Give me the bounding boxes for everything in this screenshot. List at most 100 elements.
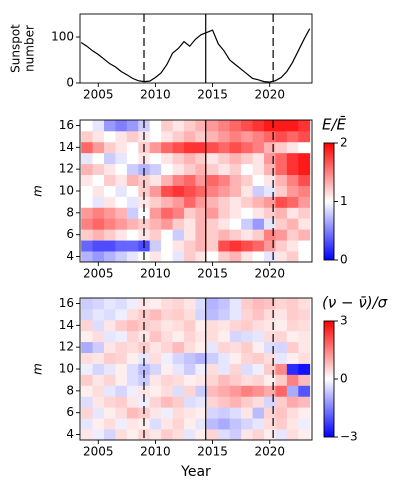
heatmap-cell [161, 308, 173, 321]
heatmap-cell [275, 185, 288, 197]
heatmap-cell [241, 396, 253, 408]
heatmap-cell [115, 363, 128, 375]
heatmap-cell [172, 141, 185, 154]
heatmap-cell [298, 319, 311, 332]
heatmap-cell [218, 298, 231, 310]
heatmap-cell [241, 374, 253, 386]
heatmap-cell [252, 218, 265, 230]
heatmap-cell [275, 429, 288, 440]
heatmap-cell [229, 141, 242, 154]
heatmap-cell [241, 218, 253, 230]
heatmap-cell [298, 207, 311, 219]
heatmap-cell [286, 363, 299, 375]
heatmap-cell [195, 141, 208, 154]
heatmap-cell [298, 330, 311, 343]
heatmap-cell [264, 418, 276, 430]
heatmap-cell [206, 174, 219, 186]
heatmap-cell [218, 352, 231, 364]
heatmap-cell [218, 152, 231, 165]
heatmap-cell [206, 120, 219, 132]
heatmap-cell [149, 429, 162, 440]
heatmap-cell [241, 240, 253, 252]
heatmap-cell [92, 229, 105, 241]
heatmap-cell [241, 120, 253, 132]
heatmap-cell [286, 196, 299, 208]
heatmap-cell [275, 418, 288, 430]
heatmap-cell [81, 152, 93, 165]
heatmap-cell [206, 319, 219, 332]
heatmap-cell [172, 120, 185, 132]
y-tick-label: 10 [59, 362, 74, 376]
heatmap-cell [184, 174, 196, 186]
heatmap-cell [172, 330, 185, 343]
heatmap-cell [286, 319, 299, 332]
heatmap-cell [252, 163, 265, 176]
colorbar-tick-label: 0 [340, 372, 348, 386]
heatmap-cell [104, 407, 116, 419]
heatmap-cell [286, 374, 299, 386]
line [80, 28, 311, 83]
heatmap-cell [149, 363, 162, 375]
heatmap-cell [275, 120, 288, 132]
heatmap-cell [126, 319, 139, 332]
heatmap-cell [229, 319, 242, 332]
heatmap-cell [286, 352, 299, 364]
heatmap-cell [126, 240, 139, 252]
heatmap-cell [172, 308, 185, 321]
heatmap-cell [286, 185, 299, 197]
heatmap-cell [241, 298, 253, 310]
heatmap-cell [298, 120, 311, 132]
heatmap-cell [218, 385, 231, 397]
heatmap-cell [81, 308, 93, 321]
heatmap-cell [92, 141, 105, 154]
heatmap-cell [161, 207, 173, 219]
heatmap-cell [115, 330, 128, 343]
heatmap-cell [161, 218, 173, 230]
heatmap-cell [81, 363, 93, 375]
heatmap-cell [206, 308, 219, 321]
heatmap-cell [126, 207, 139, 219]
heatmap-cell [161, 396, 173, 408]
x-tick-label: 2015 [197, 267, 228, 281]
heatmap-cell [149, 385, 162, 397]
heatmap-cell [81, 341, 93, 354]
heatmap-cell [104, 218, 116, 230]
heatmap-cell [115, 218, 128, 230]
heatmap-cell [161, 341, 173, 354]
colorbar [323, 320, 335, 438]
heatmap-cell [298, 163, 311, 176]
heatmap-cell [206, 229, 219, 241]
colorbar-label: E/Ē [322, 116, 347, 134]
heatmap-cell [218, 196, 231, 208]
heatmap-cell [229, 429, 242, 440]
heatmap-cell [206, 429, 219, 440]
heatmap-cell [229, 120, 242, 132]
heatmap-cell [206, 163, 219, 176]
heatmap-cell [252, 196, 265, 208]
heatmap-cell [172, 196, 185, 208]
heatmap-cell [115, 352, 128, 364]
heatmap-cell [172, 251, 185, 262]
heatmap-cell [172, 130, 185, 143]
heatmap-cell [92, 418, 105, 430]
y-tick-label: 10 [59, 184, 74, 198]
heatmap-cell [206, 363, 219, 375]
heatmap-cell [115, 341, 128, 354]
heatmap-cell [92, 341, 105, 354]
heatmap-cell [104, 120, 116, 132]
heatmap-cell [252, 240, 265, 252]
heatmap-cell [195, 240, 208, 252]
heatmap-cell [275, 330, 288, 343]
heatmap-cell [298, 385, 311, 397]
heatmap-cell [81, 352, 93, 364]
heatmap-cell [206, 218, 219, 230]
heatmap-cell [264, 308, 276, 321]
heatmap-cell [286, 141, 299, 154]
heatmap-cell [252, 152, 265, 165]
heatmap-cell [115, 385, 128, 397]
heatmap-cell [184, 352, 196, 364]
heatmap-cell [241, 207, 253, 219]
heatmap-cell [115, 308, 128, 321]
heatmap-cell [92, 429, 105, 440]
heatmap-cell [104, 418, 116, 430]
